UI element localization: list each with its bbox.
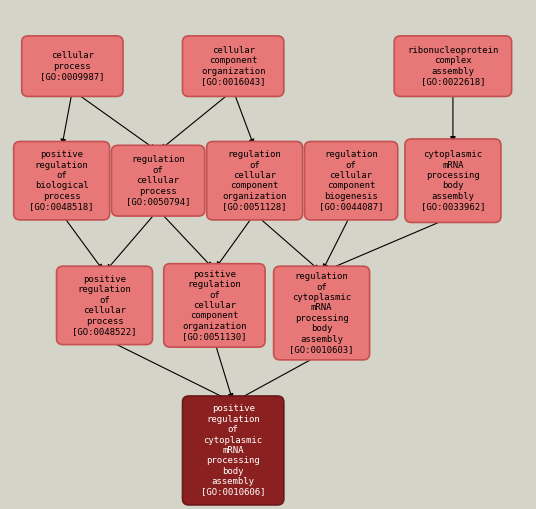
Text: regulation
of
cellular
component
biogenesis
[GO:0044087]: regulation of cellular component biogene… [319,150,383,211]
Text: cellular
component
organization
[GO:0016043]: cellular component organization [GO:0016… [201,46,265,86]
Text: regulation
of
cytoplasmic
mRNA
processing
body
assembly
[GO:0010603]: regulation of cytoplasmic mRNA processin… [289,272,354,354]
FancyBboxPatch shape [182,396,284,505]
FancyBboxPatch shape [405,139,501,222]
Text: positive
regulation
of
biological
process
[GO:0048518]: positive regulation of biological proces… [29,150,94,211]
FancyBboxPatch shape [22,36,123,97]
FancyBboxPatch shape [111,146,205,216]
FancyBboxPatch shape [14,142,109,220]
Text: ribonucleoprotein
complex
assembly
[GO:0022618]: ribonucleoprotein complex assembly [GO:0… [407,46,498,86]
FancyBboxPatch shape [182,36,284,97]
FancyBboxPatch shape [164,264,265,347]
FancyBboxPatch shape [206,142,302,220]
Text: regulation
of
cellular
process
[GO:0050794]: regulation of cellular process [GO:00507… [126,155,190,206]
Text: cytoplasmic
mRNA
processing
body
assembly
[GO:0033962]: cytoplasmic mRNA processing body assembl… [421,150,485,211]
Text: positive
regulation
of
cellular
component
organization
[GO:0051130]: positive regulation of cellular componen… [182,270,247,341]
Text: cellular
process
[GO:0009987]: cellular process [GO:0009987] [40,51,105,81]
FancyBboxPatch shape [394,36,511,97]
FancyBboxPatch shape [273,266,370,360]
Text: positive
regulation
of
cellular
process
[GO:0048522]: positive regulation of cellular process … [72,275,137,336]
Text: regulation
of
cellular
component
organization
[GO:0051128]: regulation of cellular component organiz… [222,150,287,211]
Text: positive
regulation
of
cytoplasmic
mRNA
processing
body
assembly
[GO:0010606]: positive regulation of cytoplasmic mRNA … [201,404,265,497]
FancyBboxPatch shape [57,266,152,345]
FancyBboxPatch shape [304,142,398,220]
